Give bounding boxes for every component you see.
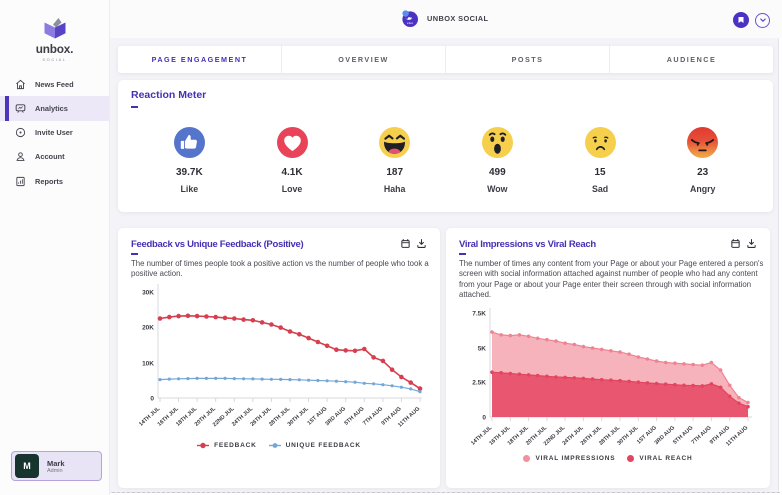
svg-text:3RD AUG: 3RD AUG: [324, 406, 347, 427]
svg-text:0: 0: [482, 415, 486, 422]
svg-text:30TH JUL: 30TH JUL: [616, 425, 640, 447]
svg-text:7.5K: 7.5K: [472, 311, 486, 318]
svg-text:20K: 20K: [142, 325, 154, 332]
svg-text:10K: 10K: [142, 361, 154, 368]
svg-text:0: 0: [150, 396, 154, 403]
svg-text:30K: 30K: [142, 290, 154, 297]
svg-text:2.5K: 2.5K: [472, 380, 486, 387]
svg-text:5K: 5K: [478, 346, 487, 353]
svg-text:30TH JUL: 30TH JUL: [287, 406, 311, 428]
svg-text:unbox: unbox: [407, 23, 414, 25]
